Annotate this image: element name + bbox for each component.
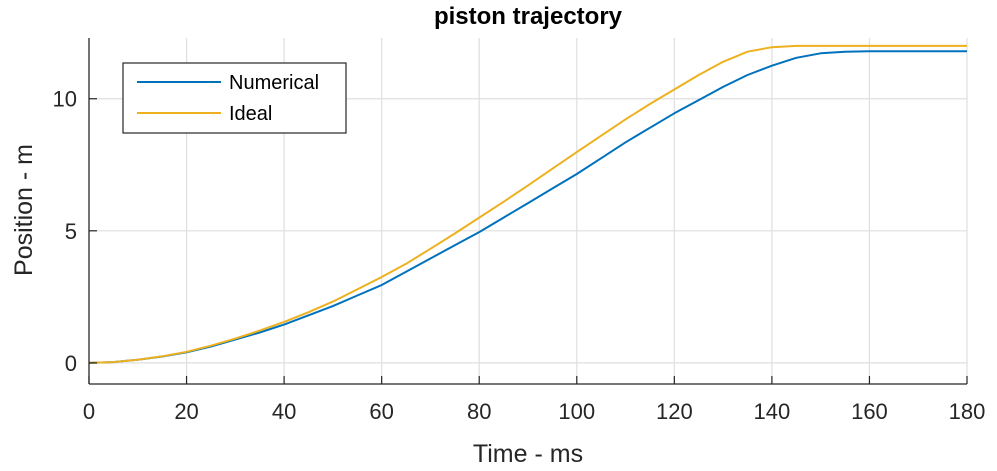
- x-tick-label: 160: [851, 399, 888, 424]
- x-tick-label: 140: [754, 399, 791, 424]
- y-tick-label: 10: [53, 87, 77, 112]
- x-tick-label: 180: [949, 399, 986, 424]
- x-tick-label: 60: [369, 399, 393, 424]
- y-axis-label: Position - m: [10, 144, 38, 276]
- x-tick-label: 120: [656, 399, 693, 424]
- x-tick-label: 40: [272, 399, 296, 424]
- legend: Numerical Ideal: [122, 62, 347, 134]
- legend-label-numerical: Numerical: [229, 72, 319, 94]
- axes: [88, 38, 968, 385]
- tick-labels: 0 20 40 60 80 100 120 140 160 180 0 5 10: [53, 87, 986, 424]
- series-line-ideal: [88, 44, 967, 364]
- x-tick-label: 20: [174, 399, 198, 424]
- y-tick-label: 5: [65, 219, 77, 244]
- data-lines: [88, 44, 967, 364]
- legend-label-ideal: Ideal: [229, 103, 272, 125]
- x-tick-label: 0: [83, 399, 95, 424]
- y-tick-label: 0: [65, 351, 77, 376]
- legend-box: [122, 62, 347, 134]
- x-tick-label: 80: [467, 399, 491, 424]
- x-axis-label: Time - ms: [473, 440, 583, 468]
- chart-title: piston trajectory: [434, 3, 623, 30]
- x-tick-label: 100: [558, 399, 595, 424]
